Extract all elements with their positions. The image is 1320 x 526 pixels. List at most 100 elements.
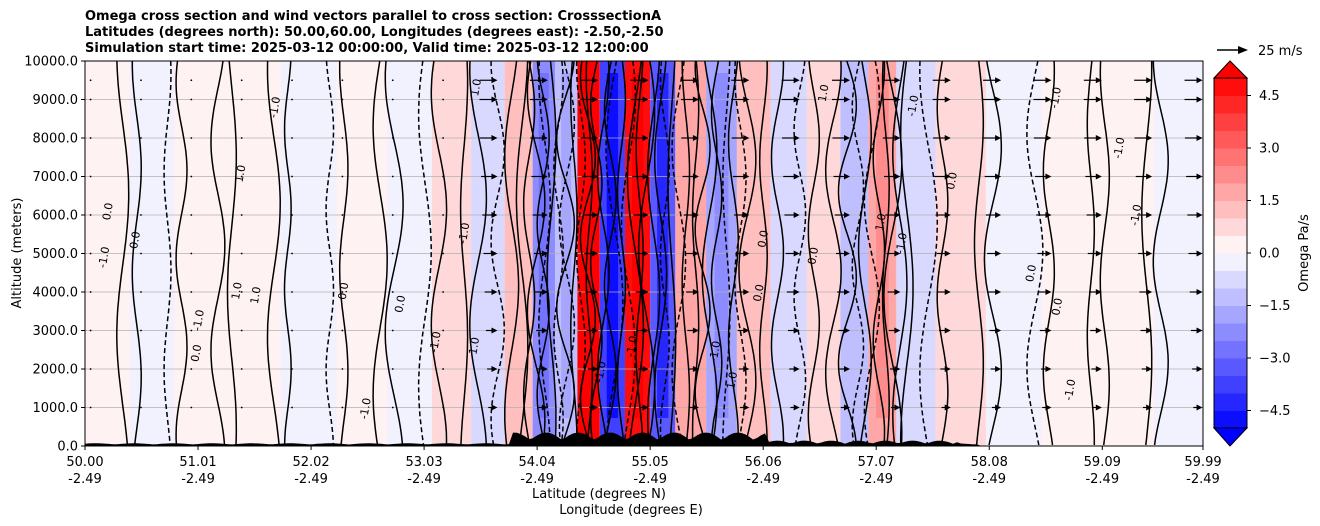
contour-line [659,61,670,446]
omega-column-core [583,73,594,418]
wind-vector-head [1196,77,1203,84]
wind-vector-head [491,366,498,372]
x-tick-label-lat: 57.07 [858,455,895,470]
wind-vector [391,79,394,82]
y-tick-label: 3000.0 [33,324,79,339]
wind-vector [190,175,193,178]
wind-vector [140,175,142,178]
omega-column-core [876,73,889,418]
wind-vector [240,252,243,255]
wind-vector [190,214,193,216]
colorbar-tick-label: 3.0 [1259,142,1280,157]
x-tick-label-lat: 55.05 [632,455,669,470]
y-tick-label: 9000.0 [33,93,79,108]
wind-vector-head [541,173,548,180]
wind-vector-head [1146,77,1153,84]
contour-line [892,61,908,446]
wind-vector-head [793,77,800,84]
wind-vector-head [1146,173,1153,180]
contour-label: 0.0 [944,171,960,190]
wind-vector-head [793,404,800,411]
wind-vector-head [491,404,498,411]
x-tick-label-lon: -2.49 [68,472,102,487]
colorbar-segment [1214,393,1247,411]
wind-vector-head [692,96,699,103]
contour-line [881,61,890,446]
wind-vector-head [844,135,851,141]
wind-vector [89,368,92,370]
wind-vector-head [692,289,699,295]
colorbar-segment [1214,410,1247,429]
contour-label: -1.0 [427,330,444,353]
contour-line [558,61,576,446]
wind-vector-head [793,289,800,295]
wind-vector-head [1196,96,1203,103]
wind-vector-head [592,289,599,295]
title-line-1: Omega cross section and wind vectors par… [85,9,662,24]
wind-vector-head [1196,212,1203,218]
wind-vector [190,137,193,139]
wind-vector-head [692,250,699,257]
contour-label: 0.0 [392,294,408,313]
wind-vector-head [1095,289,1102,295]
wind-vector-head [592,327,599,334]
wind-vector-head [844,212,851,218]
wind-vector [240,175,243,178]
wind-vector-head [1045,173,1052,180]
wind-vector-head [692,77,699,84]
wind-vector-head [1146,289,1153,295]
wind-vector [391,368,394,370]
wind-vector-head [944,212,951,218]
wind-vector-head [592,404,599,411]
wind-vector-head [692,173,699,180]
x-tick-label-lon: -2.49 [520,472,554,487]
wind-vector [89,329,92,332]
x-tick-label-lat: 59.99 [1184,455,1221,470]
wind-vector [341,98,344,101]
wind-vector-head [642,173,649,180]
y-tick-label: 1000.0 [33,401,79,416]
wind-vector-head [894,77,901,84]
wind-vector-head [894,289,901,295]
y-axis-label: Altitude (meters) [10,198,25,309]
wind-vector-head [1146,135,1153,141]
colorbar-segment [1214,270,1247,289]
x-tick-label-lon: -2.49 [407,472,441,487]
wind-vector [140,98,142,101]
y-tick-label: 10000.0 [24,55,78,70]
contour-label: 0.0 [755,229,771,248]
wind-vector-head [995,77,1002,84]
wind-vector [341,406,344,409]
colorbar-segment [1214,288,1247,306]
wind-vector [190,406,193,409]
contour-line [646,61,661,446]
wind-vector [341,137,344,139]
wind-vector-head [491,250,498,257]
wind-vector [89,252,92,255]
colorbar-tick-label: 4.5 [1259,89,1280,104]
wind-vector-head [592,212,599,218]
wind-vector-head [944,77,951,84]
wind-vector [341,79,344,82]
wind-vector [391,214,394,216]
wind-vector-head [592,135,599,141]
wind-vector [442,79,445,82]
wind-vector-head [995,366,1002,372]
wind-vector-head [642,135,649,141]
wind-vector [89,98,92,101]
wind-vector-head [743,327,750,334]
title-line-3: Simulation start time: 2025-03-12 00:00:… [85,41,649,56]
wind-vector-head [541,250,548,257]
wind-vector-head [1196,173,1203,180]
wind-vector-head [944,327,951,334]
wind-vector-head [1045,135,1052,141]
wind-vector [291,252,293,255]
colorbar-extend-top [1212,60,1249,79]
wind-vector-head [1146,250,1153,257]
wind-vector-head [541,404,548,411]
wind-vector-head [944,96,951,103]
wind-vector-head [692,404,699,411]
y-tick-label: 8000.0 [33,132,79,147]
wind-vector-head [1095,135,1102,141]
contour-label: 1.0 [233,164,249,183]
